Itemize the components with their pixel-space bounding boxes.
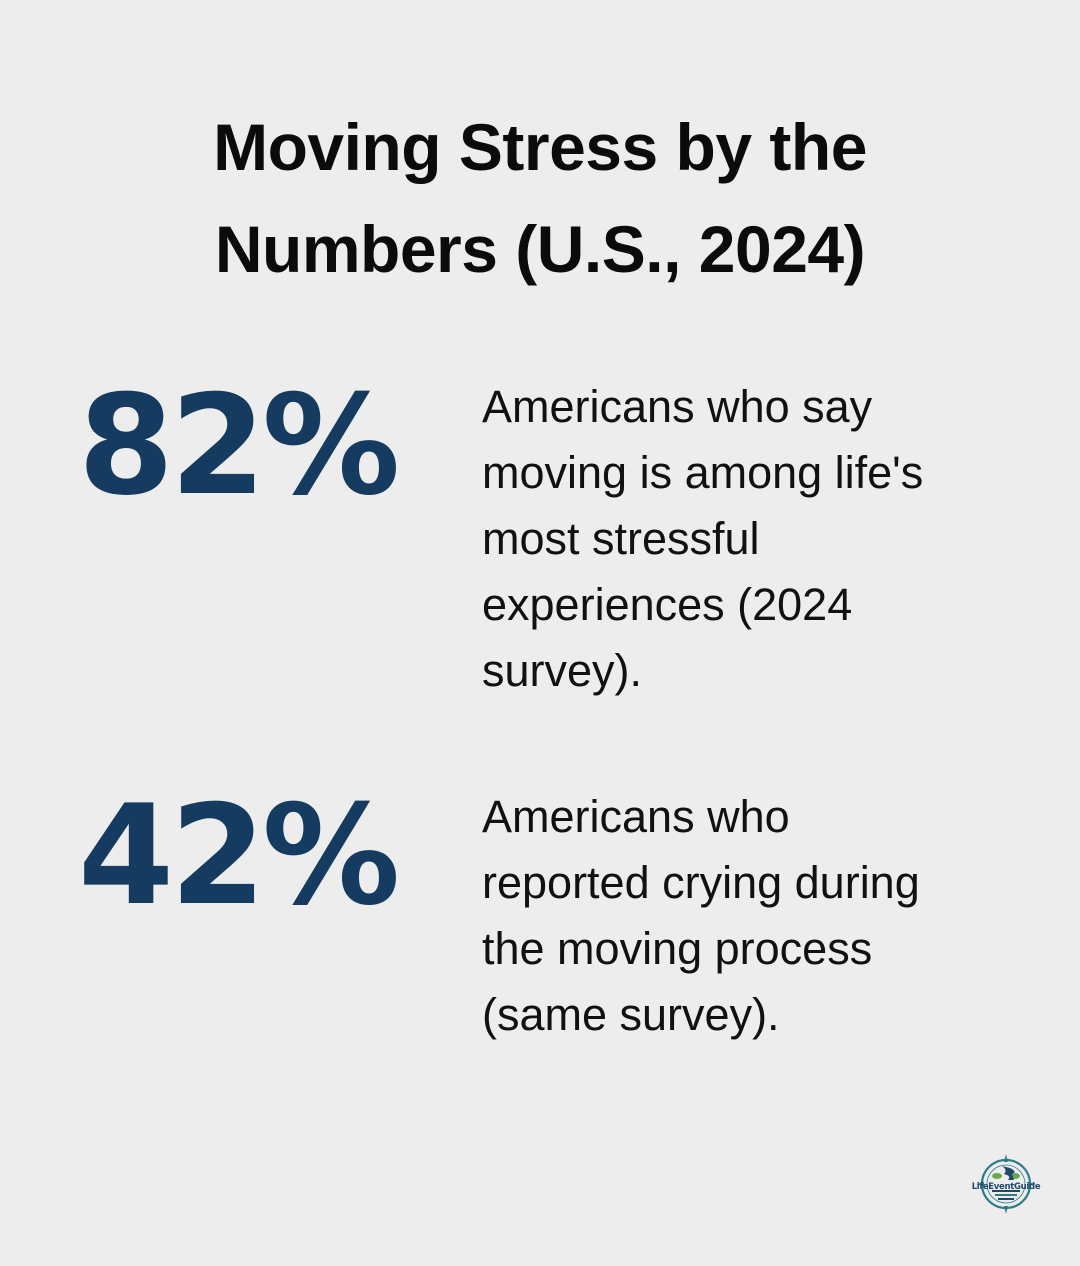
desc-line: experiences (2024	[482, 579, 853, 630]
stat-description: Americans who say moving is among life's…	[482, 374, 1002, 704]
desc-line: Americans who	[482, 791, 790, 842]
logo-text: LifeEventGuide	[971, 1182, 1041, 1192]
desc-line: the moving process	[482, 923, 873, 974]
desc-line: most stressful	[482, 513, 760, 564]
title-line-1: Moving Stress by the	[213, 110, 867, 184]
desc-line: moving is among life's	[482, 447, 924, 498]
brand-logo: LifeEventGuide	[968, 1152, 1044, 1216]
title-line-2: Numbers (U.S., 2024)	[214, 212, 866, 286]
stat-description: Americans who reported crying during the…	[482, 784, 1002, 1048]
stat-value: 82%	[78, 365, 400, 526]
desc-line: survey).	[482, 645, 643, 696]
compass-road-icon	[976, 1154, 1036, 1214]
desc-line: reported crying during	[482, 857, 920, 908]
stat-value: 42%	[78, 775, 400, 936]
desc-line: (same survey).	[482, 989, 780, 1040]
page-title: Moving Stress by the Numbers (U.S., 2024…	[0, 96, 1080, 300]
desc-line: Americans who say	[482, 381, 873, 432]
